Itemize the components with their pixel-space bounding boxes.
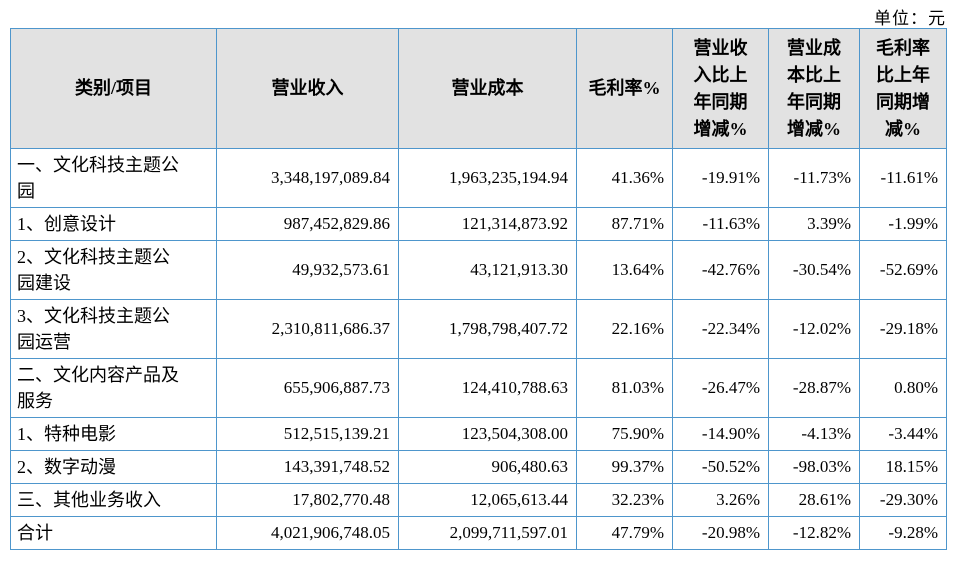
- unit-label: 单位：元: [874, 9, 946, 28]
- column-header: 毛利率%: [576, 28, 673, 149]
- value-cell: 41.36%: [576, 148, 673, 208]
- table-row: 合计 4,021,906,748.05 2,099,711,597.01 47.79%…: [10, 516, 947, 550]
- value-cell: 13.64%: [576, 240, 673, 300]
- value-cell: 143,391,748.52: [216, 450, 399, 484]
- value-cell: 81.03%: [576, 358, 673, 418]
- column-header: 营业成 本比上 年同期 增减%: [768, 28, 860, 149]
- category-cell: 2、数字动漫: [10, 450, 217, 484]
- value-cell: 121,314,873.92: [398, 207, 577, 241]
- value-cell: -29.18%: [859, 299, 947, 359]
- value-cell: -4.13%: [768, 417, 860, 451]
- value-cell: -22.34%: [672, 299, 769, 359]
- table-row: 一、文化科技主题公 园 3,348,197,089.84 1,963,235,194…: [10, 148, 947, 208]
- value-cell: 18.15%: [859, 450, 947, 484]
- table-row: 1、创意设计 987,452,829.86 121,314,873.92 87.71%…: [10, 207, 947, 241]
- category-cell: 合计: [10, 516, 217, 550]
- column-header: 毛利率 比上年 同期增 减%: [859, 28, 947, 149]
- value-cell: -1.99%: [859, 207, 947, 241]
- header-row: 类别/项目 营业收入 营业成本 毛利率% 营业收 入比上 年同期 增减% 营业成 本比上 …: [10, 28, 947, 149]
- value-cell: -11.73%: [768, 148, 860, 208]
- value-cell: 3.26%: [672, 483, 769, 517]
- value-cell: 43,121,913.30: [398, 240, 577, 300]
- financial-breakdown-table: 类别/项目 营业收入 营业成本 毛利率% 营业收 入比上 年同期 增减% 营业成 本比上 …: [10, 28, 947, 550]
- value-cell: 47.79%: [576, 516, 673, 550]
- value-cell: -42.76%: [672, 240, 769, 300]
- value-cell: 28.61%: [768, 483, 860, 517]
- value-cell: -29.30%: [859, 483, 947, 517]
- value-cell: 32.23%: [576, 483, 673, 517]
- value-cell: 655,906,887.73: [216, 358, 399, 418]
- table-row: 2、文化科技主题公 园建设 49,932,573.61 43,121,913.30 1…: [10, 240, 947, 300]
- value-cell: -11.63%: [672, 207, 769, 241]
- value-cell: 87.71%: [576, 207, 673, 241]
- value-cell: -9.28%: [859, 516, 947, 550]
- column-header: 营业成本: [398, 28, 577, 149]
- value-cell: 22.16%: [576, 299, 673, 359]
- value-cell: -12.02%: [768, 299, 860, 359]
- value-cell: 1,963,235,194.94: [398, 148, 577, 208]
- table-row: 3、文化科技主题公 园运营 2,310,811,686.37 1,798,798,4…: [10, 299, 947, 359]
- category-cell: 2、文化科技主题公 园建设: [10, 240, 217, 300]
- table-body: 一、文化科技主题公 园 3,348,197,089.84 1,963,235,194…: [10, 148, 947, 550]
- value-cell: 49,932,573.61: [216, 240, 399, 300]
- value-cell: -50.52%: [672, 450, 769, 484]
- value-cell: 17,802,770.48: [216, 483, 399, 517]
- value-cell: 123,504,308.00: [398, 417, 577, 451]
- column-header: 营业收入: [216, 28, 399, 149]
- category-cell: 一、文化科技主题公 园: [10, 148, 217, 208]
- category-cell: 1、创意设计: [10, 207, 217, 241]
- category-cell: 三、其他业务收入: [10, 483, 217, 517]
- value-cell: -26.47%: [672, 358, 769, 418]
- value-cell: -20.98%: [672, 516, 769, 550]
- value-cell: 3,348,197,089.84: [216, 148, 399, 208]
- value-cell: 2,099,711,597.01: [398, 516, 577, 550]
- value-cell: -11.61%: [859, 148, 947, 208]
- value-cell: 2,310,811,686.37: [216, 299, 399, 359]
- value-cell: -14.90%: [672, 417, 769, 451]
- category-cell: 3、文化科技主题公 园运营: [10, 299, 217, 359]
- value-cell: 512,515,139.21: [216, 417, 399, 451]
- value-cell: -98.03%: [768, 450, 860, 484]
- value-cell: -28.87%: [768, 358, 860, 418]
- value-cell: 0.80%: [859, 358, 947, 418]
- value-cell: 3.39%: [768, 207, 860, 241]
- value-cell: 75.90%: [576, 417, 673, 451]
- value-cell: -30.54%: [768, 240, 860, 300]
- table-row: 1、特种电影 512,515,139.21 123,504,308.00 75.90%…: [10, 417, 947, 451]
- value-cell: 12,065,613.44: [398, 483, 577, 517]
- value-cell: 99.37%: [576, 450, 673, 484]
- value-cell: 987,452,829.86: [216, 207, 399, 241]
- category-cell: 二、文化内容产品及 服务: [10, 358, 217, 418]
- table-header: 类别/项目 营业收入 营业成本 毛利率% 营业收 入比上 年同期 增减% 营业成 本比上 …: [10, 28, 947, 149]
- value-cell: 124,410,788.63: [398, 358, 577, 418]
- value-cell: -3.44%: [859, 417, 947, 451]
- column-header: 营业收 入比上 年同期 增减%: [672, 28, 769, 149]
- table-row: 三、其他业务收入 17,802,770.48 12,065,613.44 32.23%…: [10, 483, 947, 517]
- value-cell: -52.69%: [859, 240, 947, 300]
- table-row: 2、数字动漫 143,391,748.52 906,480.63 99.37% -50.…: [10, 450, 947, 484]
- value-cell: -19.91%: [672, 148, 769, 208]
- value-cell: -12.82%: [768, 516, 860, 550]
- value-cell: 906,480.63: [398, 450, 577, 484]
- table-row: 二、文化内容产品及 服务 655,906,887.73 124,410,788.63…: [10, 358, 947, 418]
- value-cell: 1,798,798,407.72: [398, 299, 577, 359]
- value-cell: 4,021,906,748.05: [216, 516, 399, 550]
- column-header: 类别/项目: [10, 28, 217, 149]
- category-cell: 1、特种电影: [10, 417, 217, 451]
